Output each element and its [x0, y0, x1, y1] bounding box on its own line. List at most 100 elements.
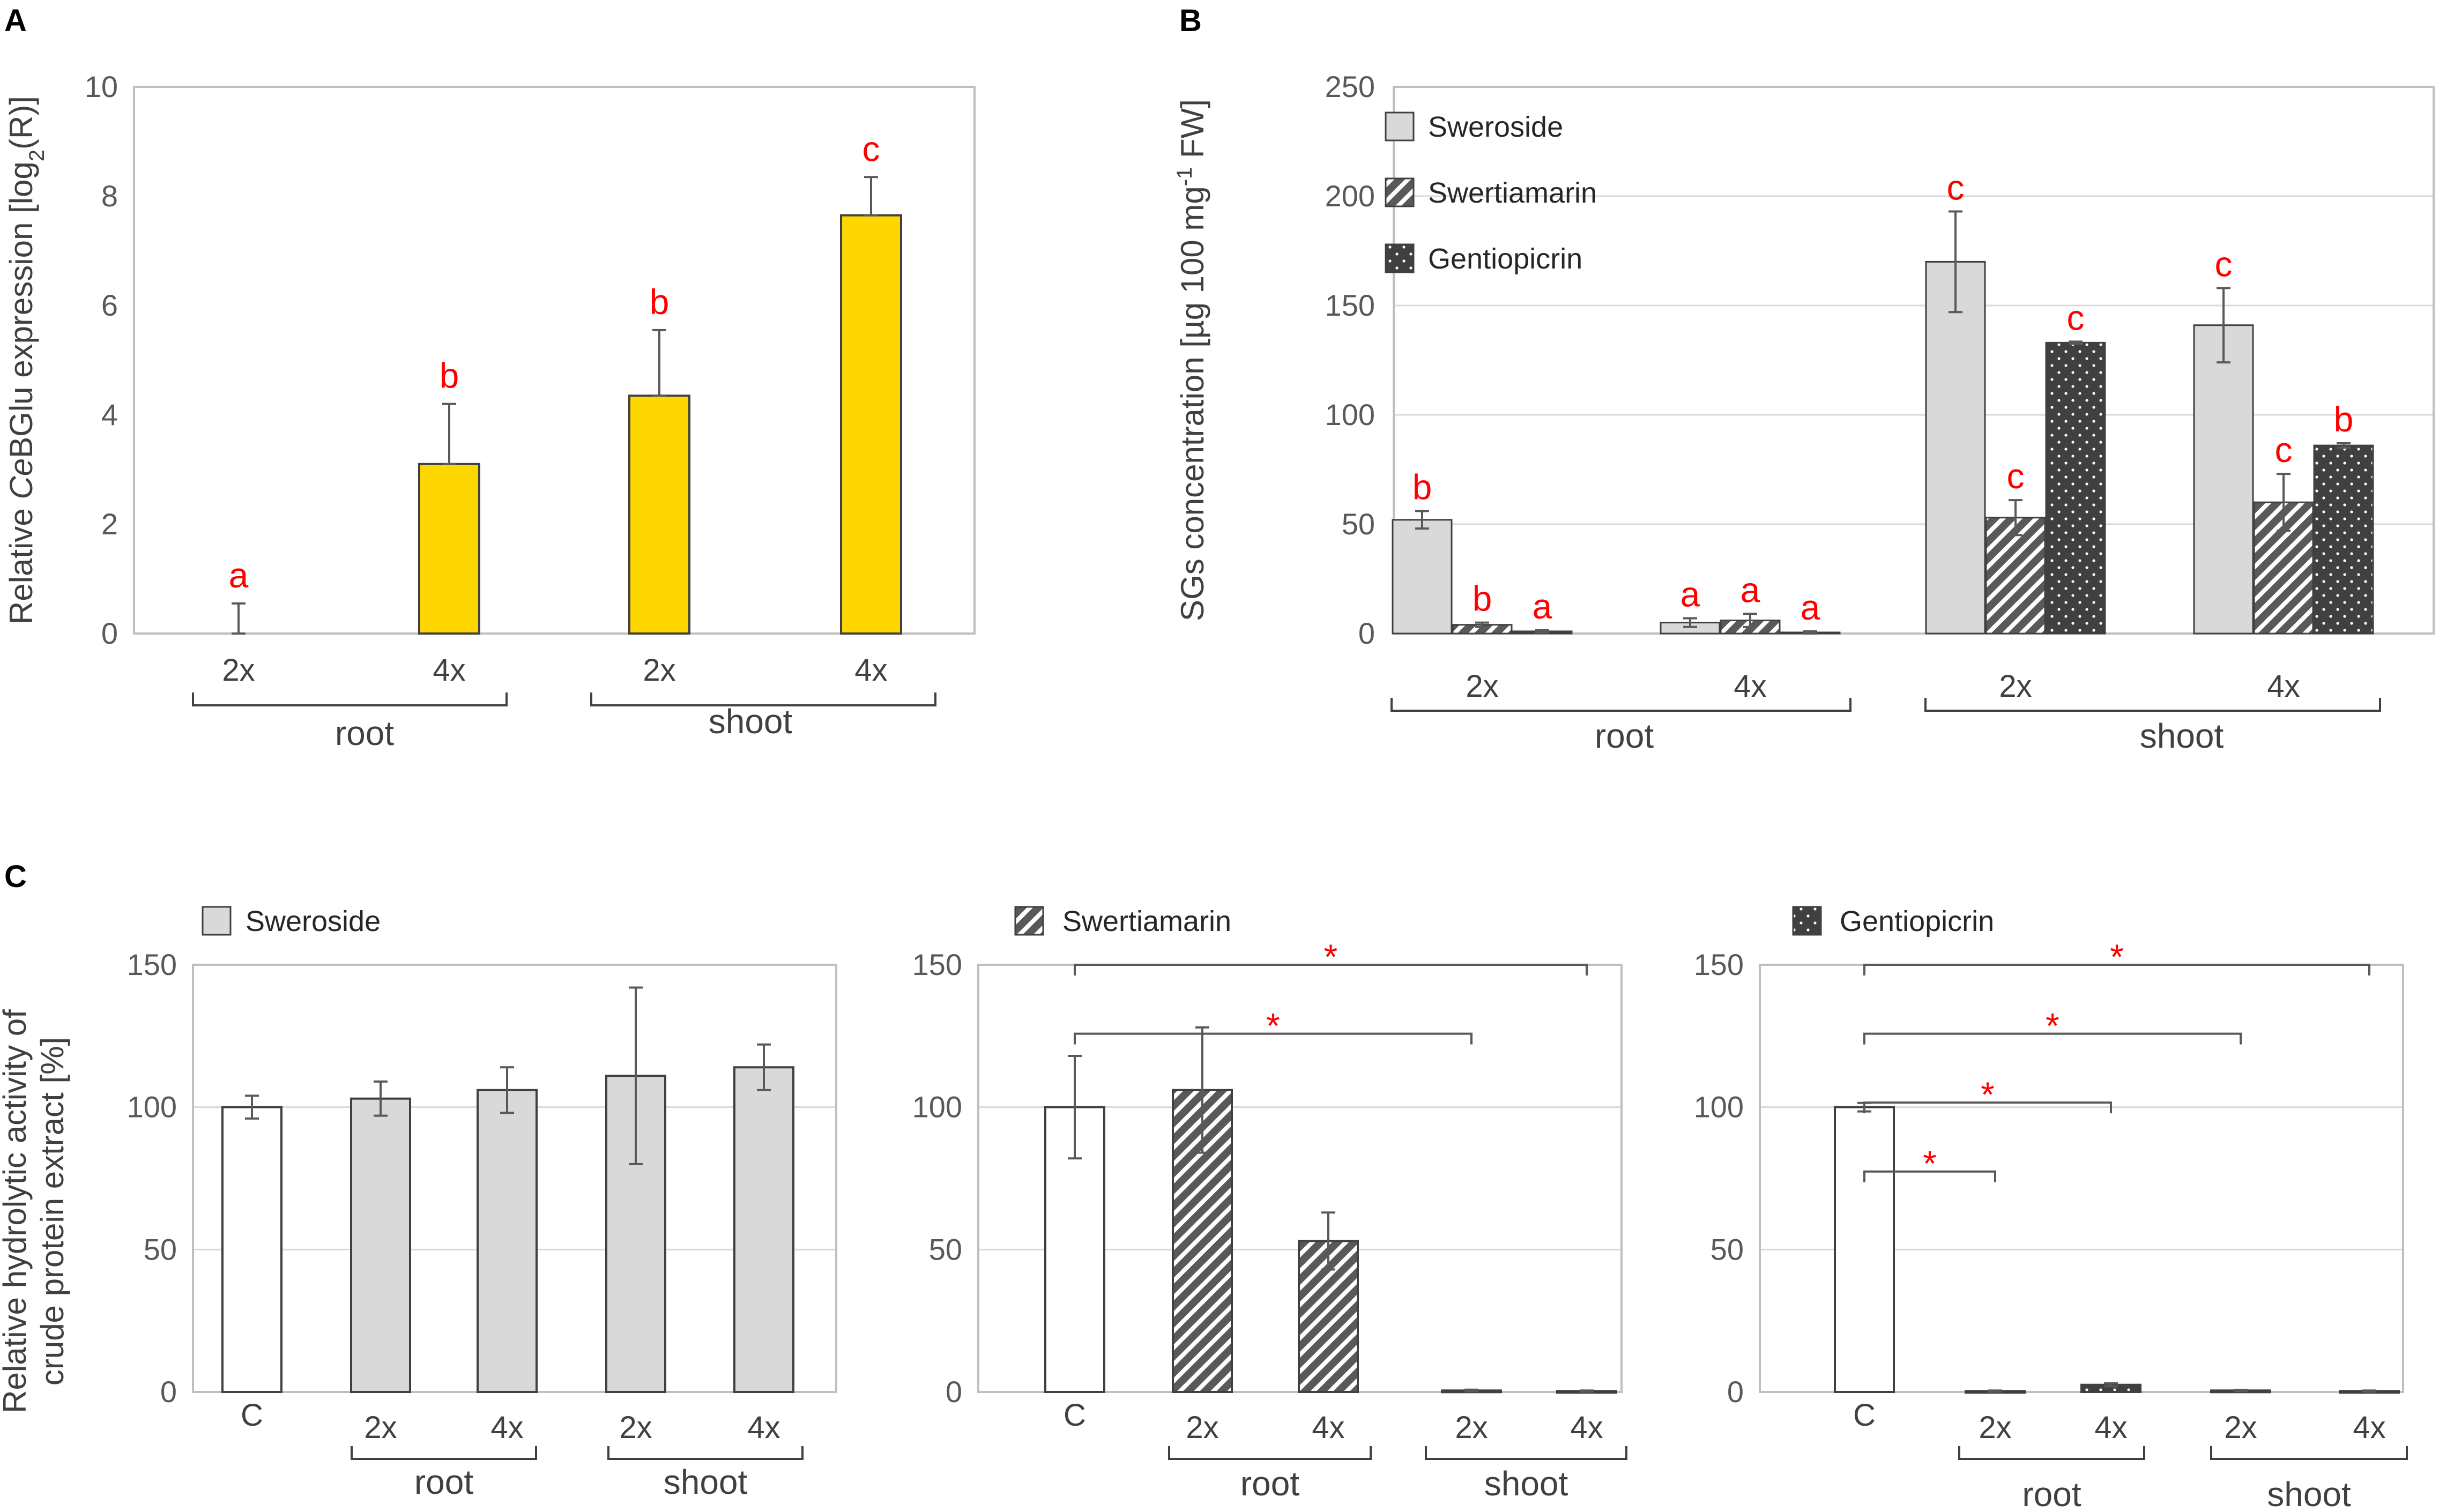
bar-a-2 [628, 394, 690, 635]
bar-c-0-0 [221, 1106, 282, 1394]
x-tick-label-a: 2x [643, 653, 675, 688]
significance-letter-b: a [1741, 570, 1760, 609]
significance-bracket-c [1863, 1170, 1996, 1182]
bar-b-swertiamarin-2 [1985, 517, 2046, 635]
group-label-c-shoot: shoot [1484, 1464, 1568, 1503]
legend-swatch-swertiamarin [1385, 177, 1415, 207]
y-tick-label-c: 50 [144, 1232, 177, 1266]
group-bracket-c-root [1168, 1446, 1372, 1460]
significance-star-c: * [1324, 937, 1338, 977]
x-tick-label-c: 2x [619, 1410, 652, 1445]
x-tick-label-c: C [1853, 1398, 1876, 1433]
x-tick-label-c: C [241, 1398, 263, 1433]
group-bracket-a-shoot [590, 692, 936, 706]
significance-star-c: * [2110, 937, 2124, 977]
y-tick-label-b: 250 [1325, 70, 1375, 103]
group-label-b-root: root [1595, 717, 1654, 755]
x-tick-label-c: 2x [1979, 1410, 2011, 1445]
legend-label-c-sweroside: Sweroside [246, 905, 381, 937]
significance-letter-b: c [2067, 297, 2085, 337]
x-tick-label-c: 2x [2224, 1410, 2257, 1445]
group-label-b-shoot: shoot [2140, 717, 2224, 755]
significance-star-c: * [1266, 1006, 1280, 1046]
x-tick-label-c: 4x [2094, 1410, 2127, 1445]
y-tick-label-c: 150 [912, 948, 962, 981]
y-axis-title-c-line1: Relative hydrolytic activity of [0, 1009, 33, 1413]
panel-label-c: C [4, 859, 27, 894]
significance-letter-b: a [1533, 586, 1552, 626]
group-bracket-b-root [1390, 698, 1851, 712]
bar-c-2-0 [1834, 1106, 1895, 1394]
plot-area-b [1393, 86, 2435, 635]
y-tick-label-c: 100 [912, 1090, 962, 1124]
x-tick-label-c: C [1064, 1398, 1086, 1433]
legend-label-c-gentiopicrin: Gentiopicrin [1840, 905, 1994, 937]
legend-label-c-swertiamarin: Swertiamarin [1062, 905, 1231, 937]
y-tick-label-b: 0 [1358, 616, 1375, 650]
group-label-c-root: root [2022, 1475, 2081, 1512]
legend-swatch-c-swertiamarin [1014, 906, 1044, 936]
legend-swatch-sweroside [1385, 111, 1415, 141]
bar-c-0-3 [605, 1075, 666, 1393]
group-label-c-shoot: shoot [2267, 1475, 2351, 1512]
legend-label-gentiopicrin: Gentiopicrin [1428, 243, 1582, 275]
panel-label-a: A [4, 3, 27, 38]
group-bracket-c-root [1958, 1446, 2145, 1460]
y-tick-label-a: 4 [101, 398, 118, 431]
significance-bracket-c [1074, 1032, 1473, 1045]
group-bracket-c-shoot [2210, 1446, 2408, 1460]
x-tick-label-a: 4x [854, 653, 887, 688]
y-tick-label-c: 0 [160, 1375, 177, 1409]
bar-b-gentiopicrin-2 [2045, 341, 2106, 635]
x-tick-label-c: 4x [490, 1410, 523, 1445]
subchart-swertiamarin: Swertiamarin 0 50 100 150 * * C 2x 4x 2x 4x root sho… [912, 905, 1627, 1503]
y-tick-label-c: 0 [946, 1375, 962, 1409]
significance-star-c: * [1981, 1075, 1995, 1114]
x-tick-label-c: 4x [747, 1410, 780, 1445]
x-tick-label-c: 4x [1312, 1410, 1344, 1445]
panel-label-b: B [1179, 3, 1202, 38]
x-tick-label-b: 4x [1734, 669, 1766, 704]
x-tick-label-a: 2x [222, 653, 255, 688]
significance-bracket-c [1863, 1032, 2242, 1045]
y-axis-title-c-line2: crude protein extract [%] [34, 1037, 70, 1386]
group-bracket-a-root [192, 692, 508, 706]
x-tick-label-c: 4x [2353, 1410, 2385, 1445]
bar-b-sweroside-3 [2193, 324, 2254, 635]
significance-letter-a: a [229, 555, 249, 595]
group-label-c-shoot: shoot [664, 1463, 748, 1501]
y-tick-label-b: 150 [1325, 288, 1375, 322]
y-tick-label-c: 100 [1694, 1090, 1744, 1124]
y-tick-label-c: 150 [1694, 948, 1744, 981]
significance-letter-a: c [862, 129, 880, 168]
y-tick-label-c: 50 [929, 1232, 962, 1266]
y-tick-label-b: 100 [1325, 398, 1375, 431]
significance-letter-b: b [2334, 399, 2354, 439]
y-tick-label-a: 6 [101, 288, 118, 322]
significance-letter-b: c [1947, 168, 1965, 207]
y-axis-title-b: SGs concentration [µg 100 mg-1 FW] [1173, 99, 1210, 621]
x-tick-label-b: 2x [1999, 669, 2032, 704]
bar-b-sweroside-0 [1392, 519, 1453, 635]
legend-swatch-c-gentiopicrin [1792, 906, 1822, 936]
y-tick-label-a: 10 [85, 70, 118, 103]
y-tick-label-c: 50 [1711, 1232, 1744, 1266]
significance-star-c: * [1923, 1144, 1937, 1183]
y-tick-label-a: 2 [101, 507, 118, 541]
significance-letter-b: b [1473, 579, 1492, 619]
group-bracket-c-shoot [1425, 1446, 1627, 1460]
significance-bracket-c [1074, 964, 1588, 975]
significance-bracket-c [1863, 964, 2370, 975]
y-tick-label-a: 8 [101, 179, 118, 213]
significance-letter-b: c [2215, 244, 2233, 284]
legend-swatch-c-sweroside [202, 906, 232, 936]
x-tick-label-b: 4x [2267, 669, 2300, 704]
group-bracket-c-shoot [607, 1446, 804, 1460]
y-tick-label-a: 0 [101, 616, 118, 650]
significance-letter-b: a [1680, 574, 1700, 614]
group-label-a-shoot: shoot [709, 702, 793, 741]
x-tick-label-a: 4x [433, 653, 465, 688]
significance-bracket-c [1863, 1101, 2112, 1114]
legend-swatch-gentiopicrin [1385, 243, 1415, 273]
y-tick-label-c: 0 [1727, 1375, 1744, 1409]
